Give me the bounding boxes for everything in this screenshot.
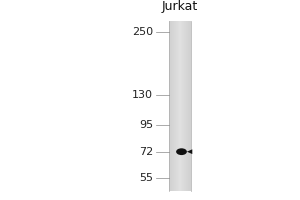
Bar [188,21,189,191]
Bar [174,21,175,191]
Bar [173,21,174,191]
Bar [179,21,180,191]
Polygon shape [187,149,192,154]
Bar [176,21,177,191]
Text: 55: 55 [139,173,153,183]
Bar [185,21,186,191]
Circle shape [176,148,187,155]
Text: Jurkat: Jurkat [162,0,198,13]
Text: 95: 95 [139,120,153,130]
Bar [182,21,183,191]
Bar [184,21,185,191]
Bar [180,21,181,191]
Bar [175,21,176,191]
Bar [178,21,179,191]
Bar [187,21,188,191]
Bar [171,21,172,191]
Bar [186,21,187,191]
Text: 250: 250 [132,27,153,37]
Text: 130: 130 [132,90,153,100]
Bar [170,21,171,191]
Bar [169,21,170,191]
Text: 72: 72 [139,147,153,157]
Bar [189,21,190,191]
Bar [177,21,178,191]
Bar [181,21,182,191]
Bar [172,21,173,191]
Bar [183,21,184,191]
